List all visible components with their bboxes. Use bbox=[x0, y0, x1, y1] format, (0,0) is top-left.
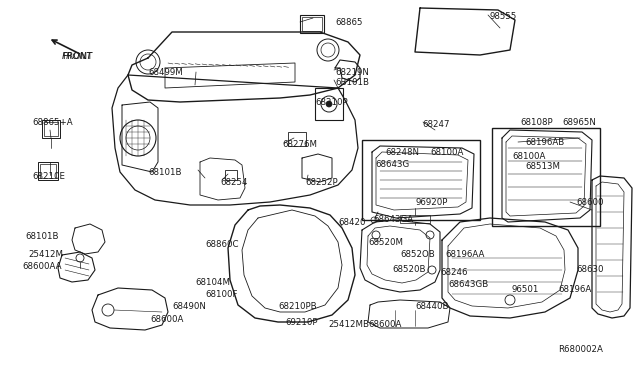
Text: 68100A: 68100A bbox=[430, 148, 463, 157]
Text: 98555: 98555 bbox=[490, 12, 517, 21]
Text: 25412MB: 25412MB bbox=[328, 320, 369, 329]
Bar bbox=[40, 164, 56, 178]
Text: 68219N: 68219N bbox=[335, 68, 369, 77]
Text: 68247: 68247 bbox=[422, 120, 449, 129]
Text: 68600A: 68600A bbox=[368, 320, 401, 329]
Bar bbox=[302, 17, 322, 31]
Text: 96501: 96501 bbox=[512, 285, 540, 294]
Text: 68600AA: 68600AA bbox=[22, 262, 61, 271]
Bar bbox=[42, 120, 60, 138]
Bar bbox=[288, 132, 306, 146]
Text: 68643GB: 68643GB bbox=[448, 280, 488, 289]
Text: 96920P: 96920P bbox=[415, 198, 447, 207]
Text: 6B101B: 6B101B bbox=[335, 78, 369, 87]
Text: 68865: 68865 bbox=[335, 18, 362, 27]
Bar bbox=[225, 170, 237, 180]
Text: 68440B: 68440B bbox=[415, 302, 449, 311]
Text: 68246: 68246 bbox=[440, 268, 467, 277]
Text: FRONT: FRONT bbox=[62, 52, 93, 61]
Text: 68210P: 68210P bbox=[315, 98, 348, 107]
Text: 68630: 68630 bbox=[576, 265, 604, 274]
Text: 68520B: 68520B bbox=[392, 265, 426, 274]
Bar bbox=[400, 215, 430, 223]
Bar bbox=[315, 88, 343, 120]
Bar bbox=[362, 140, 480, 220]
Text: 68276M: 68276M bbox=[282, 140, 317, 149]
Text: 68196A: 68196A bbox=[558, 285, 591, 294]
Text: 68520M: 68520M bbox=[368, 238, 403, 247]
Bar bbox=[492, 128, 600, 226]
Text: 68254: 68254 bbox=[220, 178, 248, 187]
Text: 68100F: 68100F bbox=[205, 290, 237, 299]
Text: 68643G: 68643G bbox=[375, 160, 409, 169]
Text: 68499M: 68499M bbox=[148, 68, 183, 77]
Text: 68196AA: 68196AA bbox=[445, 250, 484, 259]
Text: 68965N: 68965N bbox=[562, 118, 596, 127]
Text: 68101B: 68101B bbox=[148, 168, 182, 177]
Text: 68252P: 68252P bbox=[305, 178, 338, 187]
Bar bbox=[38, 162, 58, 180]
Text: FRONT: FRONT bbox=[62, 52, 93, 61]
Text: 68865+A: 68865+A bbox=[32, 118, 72, 127]
Text: 68100A: 68100A bbox=[512, 152, 545, 161]
Text: 68104M: 68104M bbox=[195, 278, 230, 287]
Text: 68420: 68420 bbox=[338, 218, 365, 227]
Text: 68860C: 68860C bbox=[205, 240, 239, 249]
Bar bbox=[44, 122, 58, 136]
Text: 25412M: 25412M bbox=[28, 250, 63, 259]
Text: 68210PB: 68210PB bbox=[278, 302, 317, 311]
Text: R680002A: R680002A bbox=[558, 345, 603, 354]
Circle shape bbox=[326, 101, 332, 107]
Text: 68101B: 68101B bbox=[25, 232, 58, 241]
Bar bbox=[300, 15, 324, 33]
Text: 68600A: 68600A bbox=[150, 315, 184, 324]
Text: 68643GA: 68643GA bbox=[373, 215, 413, 224]
Text: 68490N: 68490N bbox=[172, 302, 206, 311]
Text: 68248N: 68248N bbox=[385, 148, 419, 157]
Text: 68196AB: 68196AB bbox=[525, 138, 564, 147]
Text: 68210E: 68210E bbox=[32, 172, 65, 181]
Text: 68108P: 68108P bbox=[520, 118, 552, 127]
Text: 6852OB: 6852OB bbox=[400, 250, 435, 259]
Text: 69210P: 69210P bbox=[285, 318, 317, 327]
Text: 68600: 68600 bbox=[576, 198, 604, 207]
Text: 68513M: 68513M bbox=[525, 162, 560, 171]
